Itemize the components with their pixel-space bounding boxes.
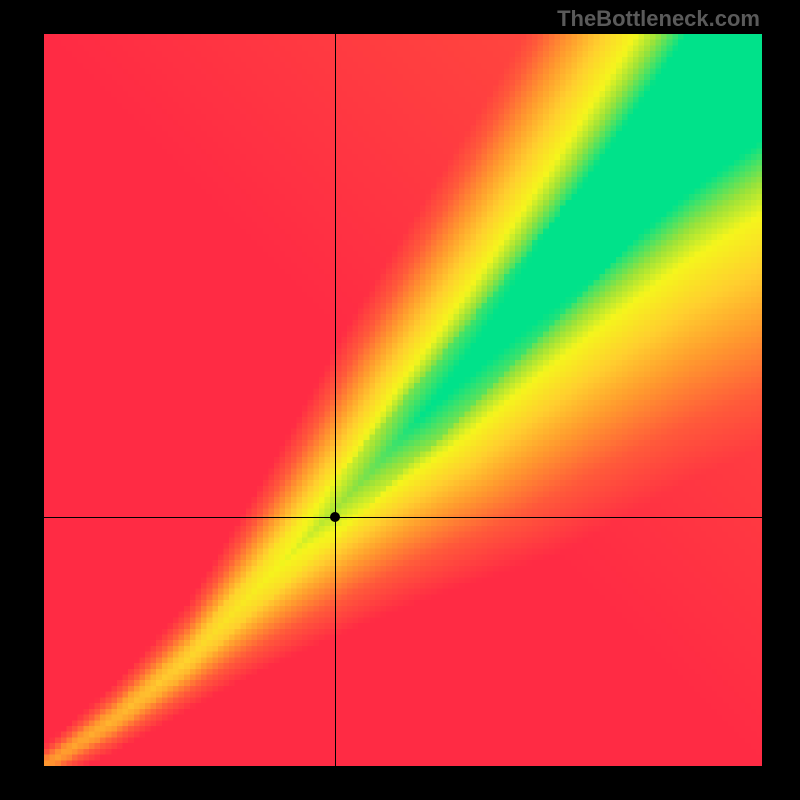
chart-container: TheBottleneck.com (0, 0, 800, 800)
crosshair-horizontal (44, 517, 762, 518)
crosshair-vertical (335, 34, 336, 766)
selection-marker (330, 512, 340, 522)
heatmap-canvas (44, 34, 762, 766)
watermark-text: TheBottleneck.com (557, 6, 760, 32)
